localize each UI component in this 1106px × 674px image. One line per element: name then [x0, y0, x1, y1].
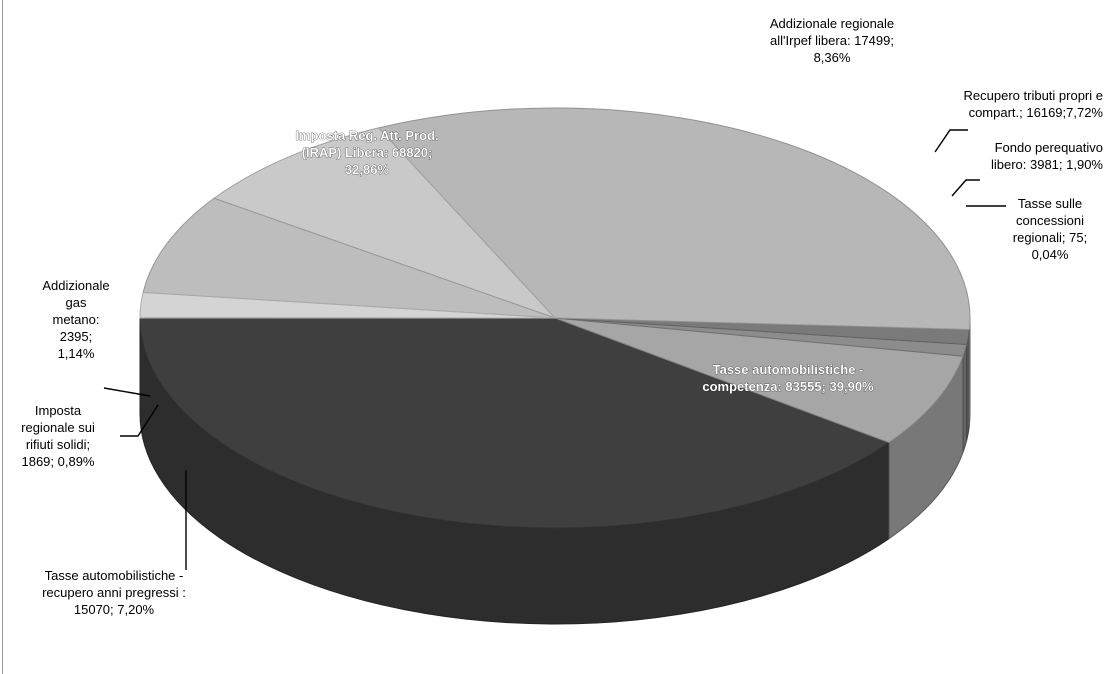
leader-line-fondo-perequativo-libero [951, 179, 980, 197]
pie-slice-tasse-automobilistiche-competenza [139, 317, 891, 529]
data-label-addizionale-regionale-all-irpef-libera: Addizionale regionale all'Irpef libera: 1… [770, 16, 894, 65]
pie-side-imposta-regionale-sui-rifiuti-solidi [962, 344, 968, 453]
data-label-tasse-sulle-concessioni-regionali: Tasse sulle concessioni regionali; 75; 0,04… [1013, 196, 1087, 262]
data-labels: Tasse automobilistiche -competenza: 8355… [21, 16, 1103, 617]
left-border-line [2, 0, 3, 674]
pie-slice-tasse-automobilistiche-recupero-anni-pregressi [554, 317, 964, 444]
data-label-tasse-automobilistiche-recupero-anni-pregressi: Tasse automobilistiche -recupero anni pr… [42, 568, 186, 617]
data-label-fondo-perequativo-libero: Fondo perequativo libero: 3981; 1,90% [991, 140, 1103, 172]
leader-line-addizionale-gas-metano [103, 387, 151, 397]
pie-slice-addizionale-regionale-all-irpef-libera [213, 127, 556, 319]
data-label-tasse-automobilistiche-competenza: Tasse automobilistiche -competenza: 8355… [702, 362, 874, 394]
pie-top-slices [139, 107, 971, 529]
data-label-imposta-regionale-sui-rifiuti-solidi: Imposta regionale sui rifiuti solidi; 1869;… [21, 403, 95, 469]
data-label-addizionale-gas-metano: Addizionale gas metano: 2395; 1,14% [42, 278, 109, 361]
leader-line-recupero-tributi-propri-e-compart [934, 129, 968, 153]
leader-line-imposta-regionale-sui-rifiuti-solidi [120, 404, 159, 437]
pie-slice-imposta-reg-att-prod-irap-libera [377, 107, 971, 331]
data-label-recupero-tributi-propri-e-compart: Recupero tributi propri e compart.; 16169… [964, 88, 1104, 120]
pie-side-imposta-reg-att-prod-irap-libera [968, 317, 971, 426]
pie-slice-recupero-tributi-propri-e-compart [142, 197, 556, 319]
data-label-imposta-reg-att-prod-irap-libera: Imposta Reg. Att. Prod. (IRAP) Libera: 68… [295, 128, 438, 177]
